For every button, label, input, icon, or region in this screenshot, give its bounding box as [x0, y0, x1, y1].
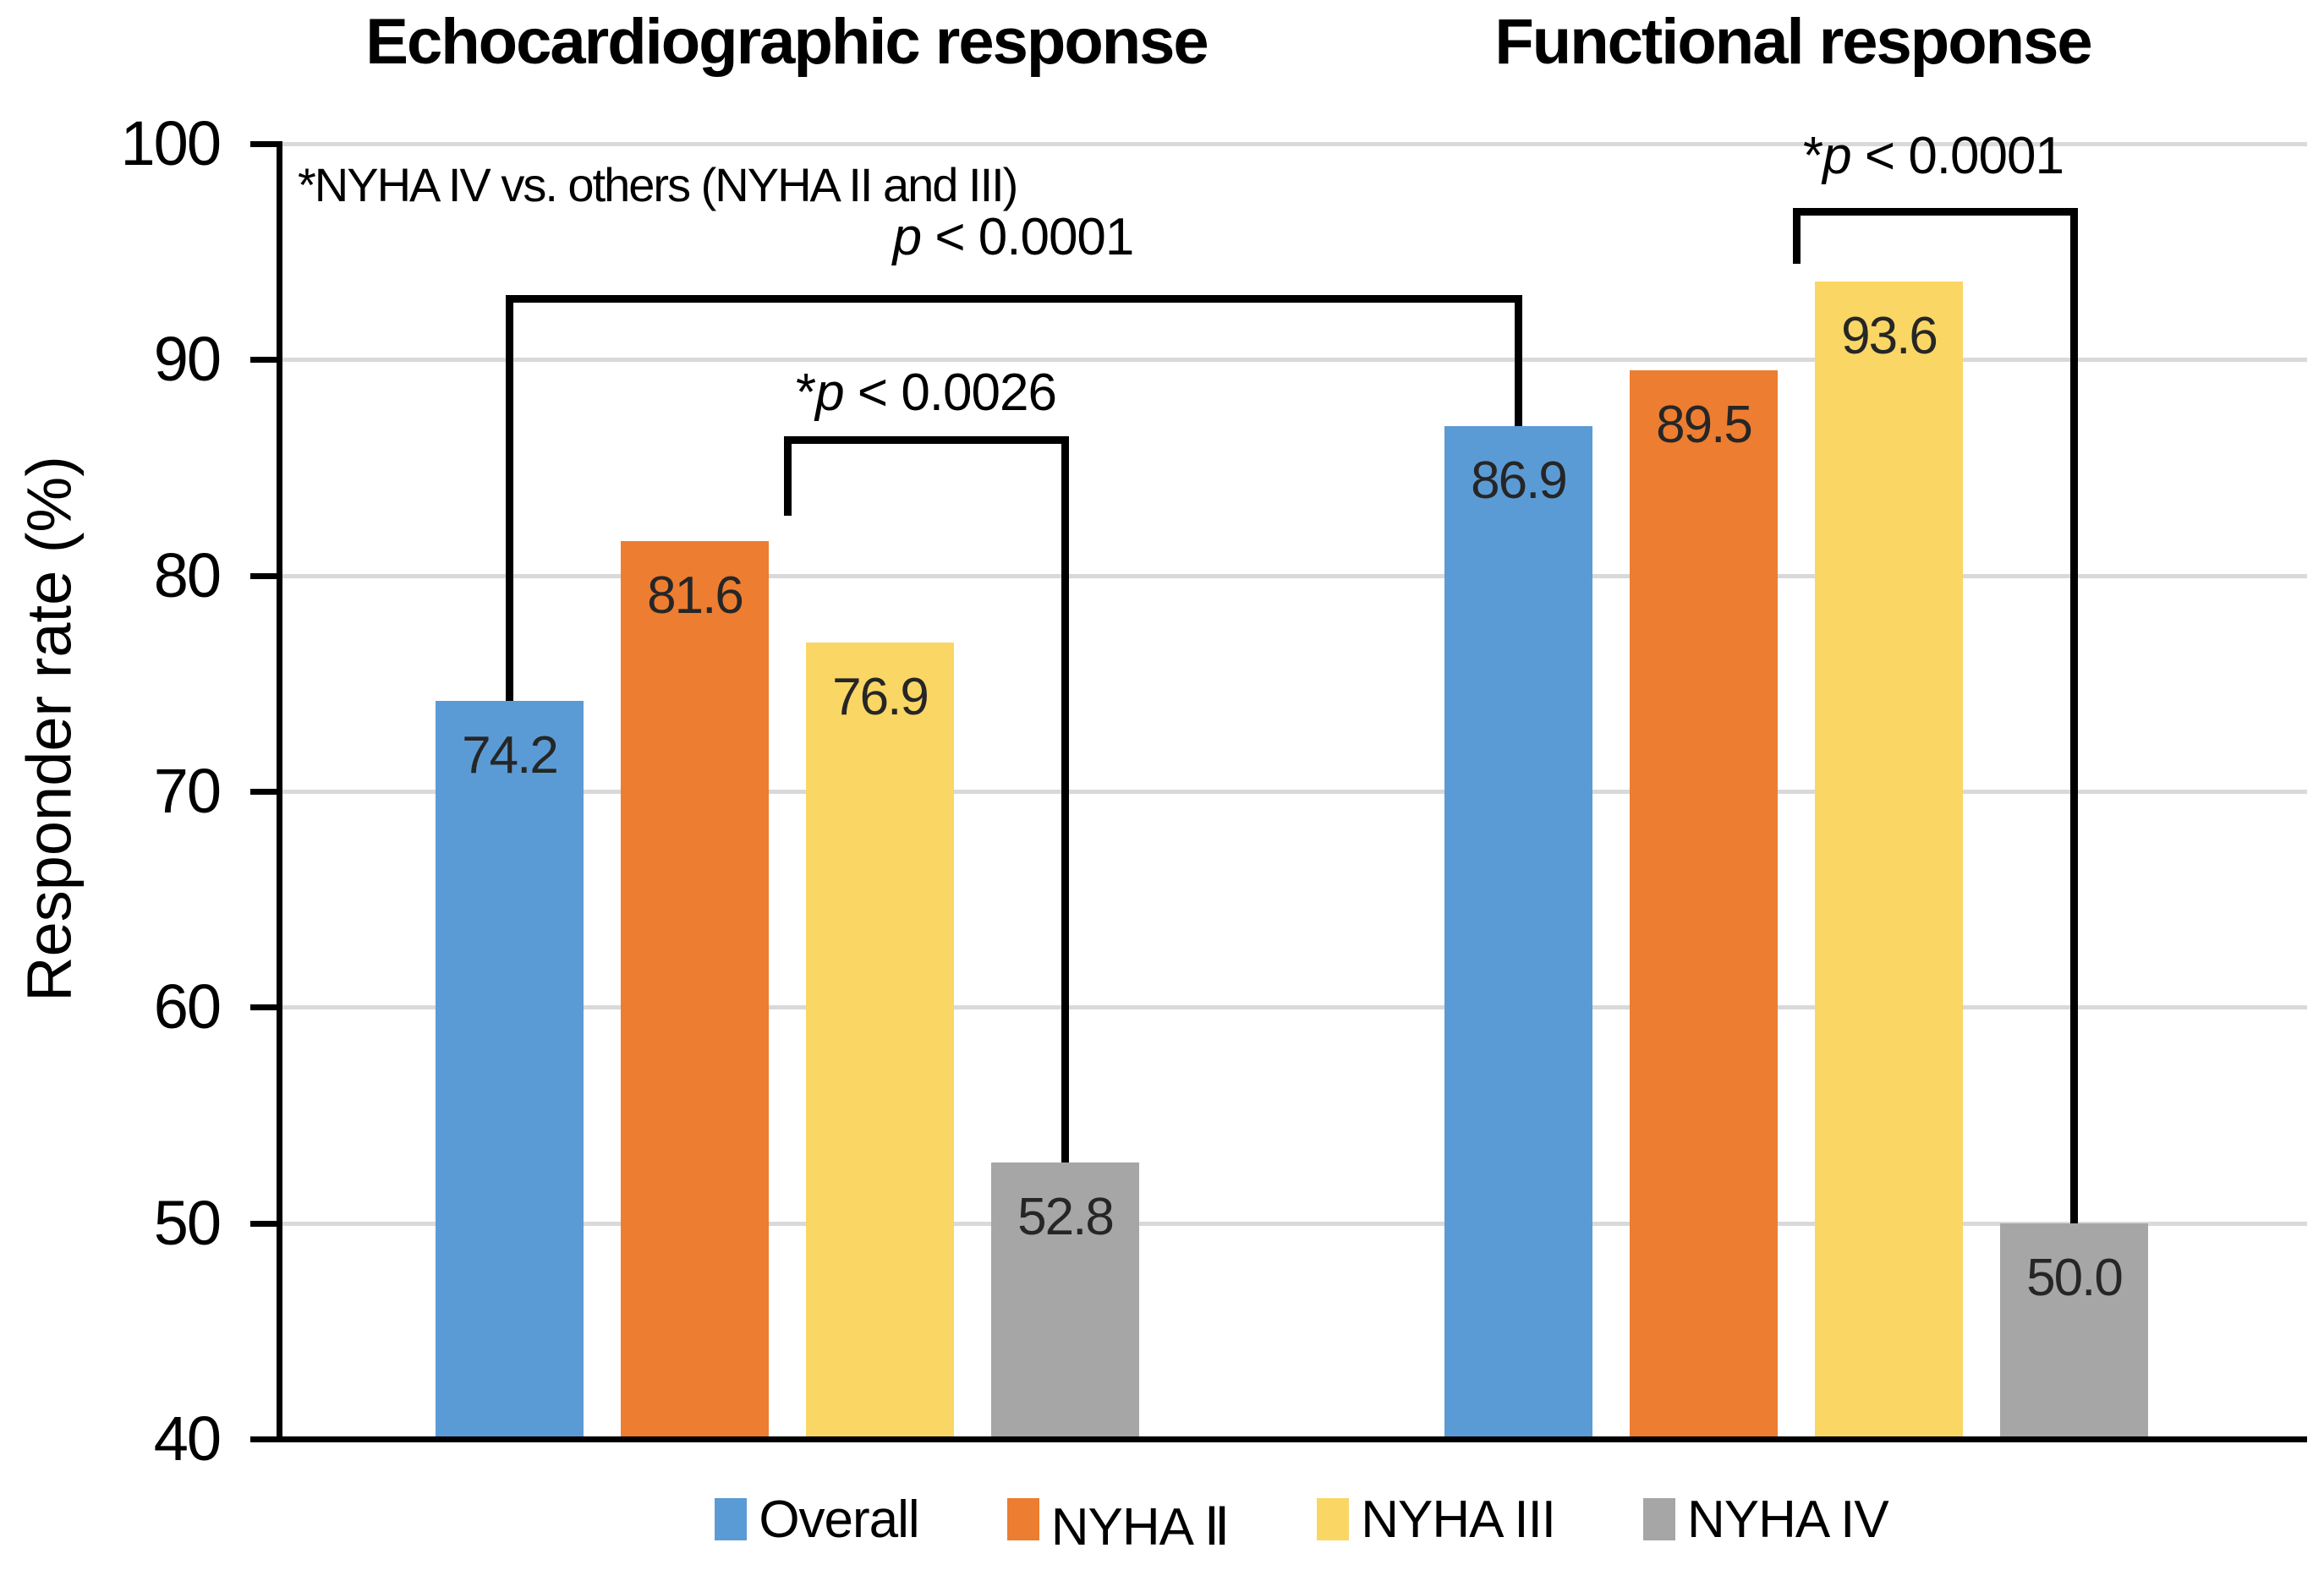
legend-item-2: NYHA Ⅱ — [1006, 1489, 1230, 1556]
p-value-label-echo-nyha4: *p < 0.0026 — [796, 364, 1057, 422]
gridline-70 — [279, 790, 2307, 794]
tick-label-40: 40 — [153, 1403, 222, 1474]
bracket-right-leg-echo-nyha4 — [1061, 435, 1069, 1162]
bar-functional-3 — [1815, 282, 1963, 1439]
bar-value-label: 89.5 — [1656, 396, 1753, 454]
tick-mark-60 — [250, 1004, 279, 1010]
bar-value-label: 86.9 — [1471, 451, 1568, 510]
bar-echo-1 — [436, 701, 584, 1439]
bracket-top-overall — [506, 294, 1522, 303]
legend-item-3: NYHA III — [1317, 1490, 1556, 1550]
bracket-left-leg-echo-nyha4 — [783, 435, 792, 516]
legend-label: NYHA IV — [1687, 1490, 1889, 1549]
p-value-label-functional-nyha4: *p < 0.0001 — [1803, 127, 2064, 185]
bracket-right-leg-overall — [1515, 294, 1522, 426]
legend-item-4: NYHA IV — [1643, 1490, 1889, 1550]
legend-swatch-icon — [1317, 1498, 1350, 1540]
gridline-100 — [279, 142, 2307, 146]
bracket-left-leg-functional-nyha4 — [1792, 207, 1801, 264]
tick-mark-100 — [250, 141, 279, 147]
bar-value-label: 93.6 — [1841, 307, 1938, 365]
legend-label: Overall — [759, 1490, 919, 1549]
y-axis-title: Responder rate (%) — [14, 456, 85, 1002]
tick-label-50: 50 — [153, 1188, 222, 1258]
tick-label-70: 70 — [153, 756, 222, 826]
bar-echo-2 — [621, 541, 769, 1439]
tick-label-60: 60 — [153, 971, 222, 1042]
bar-value-label: 52.8 — [1017, 1188, 1115, 1246]
tick-mark-90 — [250, 357, 279, 363]
p-value-label-overall: p < 0.0001 — [892, 208, 1135, 266]
bar-echo-4 — [991, 1162, 1139, 1439]
bar-echo-3 — [806, 643, 954, 1439]
bar-value-label: 76.9 — [832, 668, 929, 726]
legend-swatch-icon — [715, 1498, 748, 1540]
tick-mark-50 — [250, 1221, 279, 1227]
legend-label: NYHA Ⅱ — [1050, 1497, 1231, 1556]
bar-value-label: 74.2 — [462, 726, 559, 785]
legend: Overall NYHA Ⅱ NYHA III NYHA IV — [279, 1481, 2324, 1557]
gridline-60 — [279, 1005, 2307, 1009]
bar-functional-4 — [2000, 1223, 2148, 1439]
gridline-90 — [279, 358, 2307, 362]
bar-value-label: 81.6 — [647, 566, 744, 625]
x-axis-line — [277, 1436, 2307, 1442]
tick-label-100: 100 — [120, 108, 222, 178]
bracket-right-leg-functional-nyha4 — [2070, 207, 2078, 1223]
tick-label-90: 90 — [153, 324, 222, 394]
y-axis-line — [277, 141, 282, 1442]
bar-value-label: 50.0 — [2026, 1249, 2124, 1307]
bracket-left-leg-overall — [506, 294, 513, 701]
left-group-title: Echocardiographic response — [365, 6, 1209, 78]
legend-swatch-icon — [1643, 1498, 1676, 1540]
annotation-note: *NYHA IV vs. others (NYHA II and III) — [298, 158, 1018, 211]
legend-item-1: Overall — [715, 1490, 920, 1550]
bar-functional-1 — [1444, 426, 1592, 1439]
tick-label-80: 80 — [153, 540, 222, 610]
tick-mark-80 — [250, 573, 279, 579]
bracket-top-functional-nyha4 — [1792, 207, 2078, 216]
gridline-80 — [279, 574, 2307, 578]
legend-label: NYHA III — [1361, 1490, 1556, 1549]
tick-mark-70 — [250, 789, 279, 795]
legend-swatch-icon — [1006, 1498, 1039, 1540]
right-group-title: Functional response — [1494, 6, 2092, 78]
gridline-50 — [279, 1222, 2307, 1226]
bar-functional-2 — [1630, 370, 1778, 1439]
bracket-top-echo-nyha4 — [783, 435, 1069, 444]
tick-mark-40 — [250, 1436, 279, 1442]
